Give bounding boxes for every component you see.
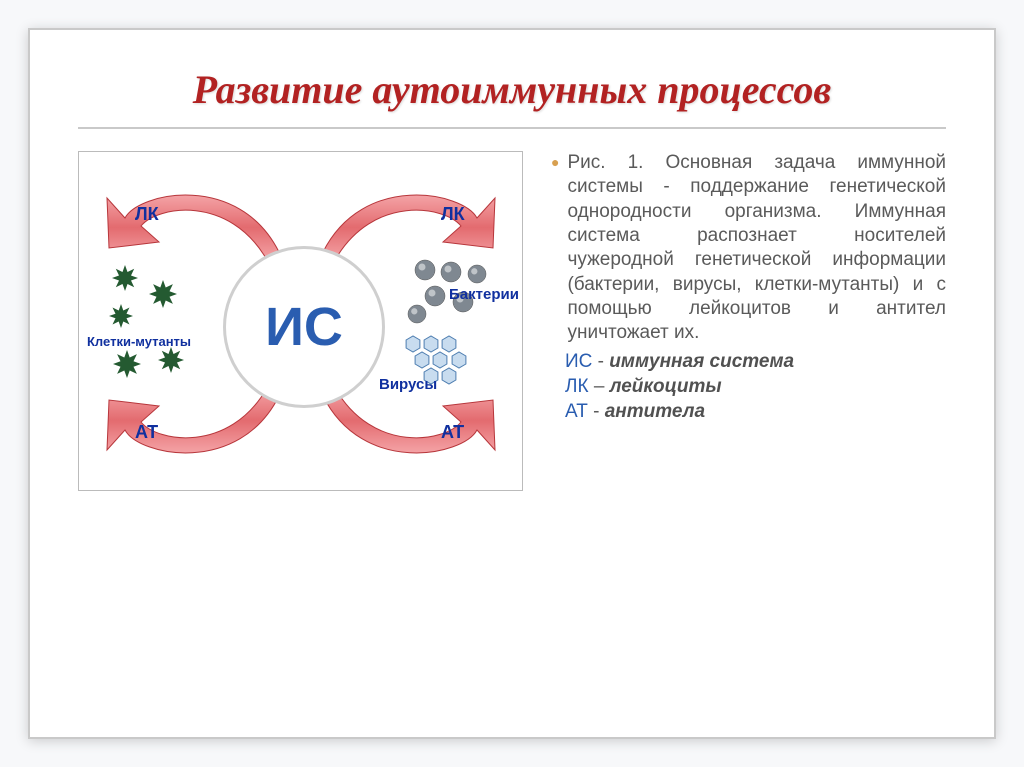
bacteria-icon: [441, 262, 461, 282]
label-at-bottom-right: АТ: [441, 422, 464, 443]
virus-icon: [452, 352, 466, 368]
caption-bullet: Рис. 1. Основная задача иммунной системы…: [551, 151, 946, 346]
slide-frame: Развитие аутоиммунных процессов: [28, 28, 996, 739]
virus-icon: [415, 352, 429, 368]
slide: Развитие аутоиммунных процессов: [0, 0, 1024, 767]
text-column: Рис. 1. Основная задача иммунной системы…: [551, 151, 946, 491]
legend-at-def: антитела: [605, 401, 705, 422]
label-bacteria: Бактерии: [449, 286, 519, 303]
legend-at-abbr: АТ: [565, 401, 588, 422]
center-text: ИС: [265, 296, 343, 358]
arrow-bl: [107, 388, 279, 453]
legend-is-sep: -: [592, 351, 609, 372]
virus-icon: [424, 336, 438, 352]
center-circle: ИС: [223, 246, 385, 408]
legend-is: ИС - иммунная система: [565, 350, 946, 374]
legend: ИС - иммунная система ЛК – лейкоциты АТ …: [551, 350, 946, 425]
mutant-cell-icon: [112, 265, 138, 291]
arrow-tl: [107, 195, 279, 260]
mutants-group: [109, 265, 184, 378]
virus-icon: [406, 336, 420, 352]
legend-lk-abbr: ЛК: [565, 376, 589, 397]
virus-icon: [442, 336, 456, 352]
label-viruses: Вирусы: [379, 376, 437, 393]
bacteria-icon: [425, 286, 445, 306]
label-at-bottom-left: АТ: [135, 422, 158, 443]
arrow-tr: [323, 195, 495, 260]
legend-is-def: иммунная система: [609, 351, 794, 372]
legend-lk-sep: –: [589, 376, 610, 397]
label-lk-top-right: ЛК: [441, 204, 465, 225]
legend-is-abbr: ИС: [565, 351, 592, 372]
slide-title: Развитие аутоиммунных процессов: [78, 66, 946, 113]
bacteria-icon: [415, 260, 435, 280]
title-underline: [78, 127, 946, 129]
arrow-br: [323, 388, 495, 453]
legend-lk-def: лейкоциты: [610, 376, 722, 397]
content-row: ИС ЛК ЛК АТ АТ Клетки-мутанты Бактерии В…: [78, 151, 946, 491]
virus-icon: [442, 368, 456, 384]
mutant-cell-icon: [109, 304, 133, 328]
bacteria-icon: [468, 265, 486, 283]
mutant-cell-icon: [149, 280, 177, 308]
legend-at-sep: -: [588, 401, 605, 422]
legend-lk: ЛК – лейкоциты: [565, 375, 946, 399]
label-lk-top-left: ЛК: [135, 204, 159, 225]
mutant-cell-icon: [158, 347, 184, 373]
legend-at: АТ - антитела: [565, 400, 946, 424]
diagram: ИС ЛК ЛК АТ АТ Клетки-мутанты Бактерии В…: [78, 151, 523, 491]
virus-icon: [433, 352, 447, 368]
bacteria-icon: [408, 305, 426, 323]
label-mutants: Клетки-мутанты: [87, 334, 191, 349]
caption-text: Рис. 1. Основная задача иммунной системы…: [567, 151, 946, 346]
mutant-cell-icon: [113, 350, 141, 378]
